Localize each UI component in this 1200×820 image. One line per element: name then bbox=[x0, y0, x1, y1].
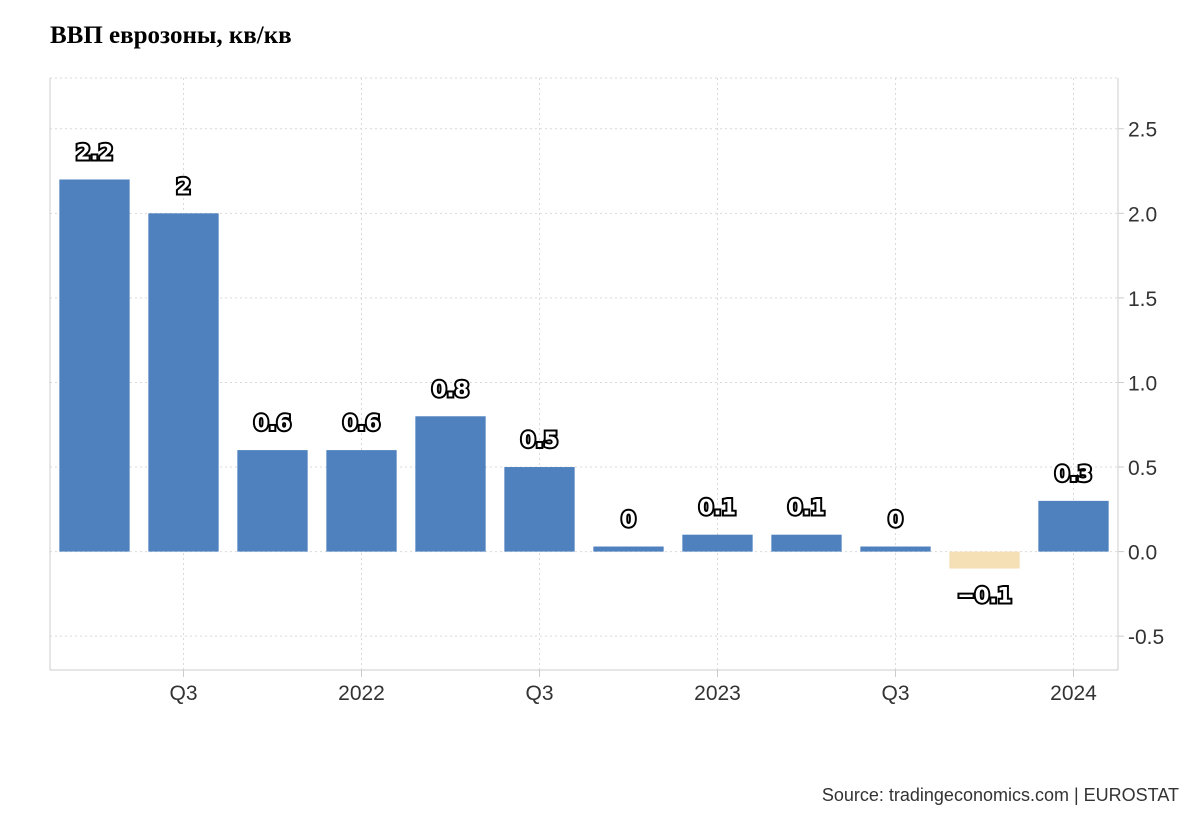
data-label: 2 bbox=[176, 174, 191, 198]
bar bbox=[415, 416, 486, 552]
chart-title: ВВП еврозоны, кв/кв bbox=[50, 22, 292, 49]
y-tick-label: 1.0 bbox=[1128, 372, 1157, 395]
y-tick-label: 0.5 bbox=[1128, 457, 1157, 480]
bar bbox=[682, 534, 753, 552]
source-credit: Source: tradingeconomics.com | EUROSTAT bbox=[821, 785, 1179, 805]
y-tick-label: 0.0 bbox=[1128, 542, 1157, 565]
bar bbox=[148, 213, 219, 552]
x-tick-label: Q3 bbox=[525, 682, 553, 705]
x-tick-label: Q3 bbox=[169, 682, 197, 705]
y-tick-label: 2.0 bbox=[1128, 203, 1157, 226]
data-label: 0.8 bbox=[432, 377, 469, 401]
data-label: 0 bbox=[888, 508, 903, 532]
bar bbox=[860, 546, 931, 552]
data-label: 0.3 bbox=[1055, 462, 1092, 486]
data-label: 0 bbox=[621, 508, 636, 532]
data-label: 0.6 bbox=[254, 411, 291, 435]
bar bbox=[771, 534, 842, 552]
y-tick-label: -0.5 bbox=[1128, 626, 1164, 649]
axis-layer: 2.5 2.0 1.5 1.0 0.5 0.0 -0.5 Q3 2022 Q3 2023 Q3 2024 bbox=[49, 78, 1164, 705]
bar bbox=[237, 450, 308, 552]
x-tick-label: 2023 bbox=[694, 682, 741, 705]
x-tick-label: 2022 bbox=[338, 682, 385, 705]
bar bbox=[1038, 500, 1109, 552]
bar bbox=[326, 450, 397, 552]
bar-chart: 2.5 2.0 1.5 1.0 0.5 0.0 -0.5 Q3 2022 Q3 2023 Q3 2024… bbox=[49, 77, 1164, 705]
bar bbox=[59, 179, 130, 552]
data-label: 0.6 bbox=[343, 411, 380, 435]
y-tick-label: 1.5 bbox=[1128, 288, 1157, 311]
bar bbox=[949, 551, 1020, 569]
data-label: −0.1 bbox=[957, 584, 1012, 608]
grid-layer bbox=[50, 77, 1118, 670]
data-label: 0.1 bbox=[699, 496, 736, 520]
bars-layer bbox=[59, 179, 1109, 569]
data-labels-layer: 2.2 2 0.6 0.6 0.8 0.5 0 0.1 0.1 0 −0.1 0.3 bbox=[74, 138, 1094, 609]
x-tick-label: Q3 bbox=[881, 682, 909, 705]
data-label: 0.5 bbox=[521, 428, 558, 452]
x-tick-label: 2024 bbox=[1050, 682, 1097, 705]
bar bbox=[504, 467, 575, 552]
bar bbox=[593, 546, 664, 552]
data-label: 0.1 bbox=[788, 496, 825, 520]
data-label: 2.2 bbox=[76, 140, 113, 164]
y-tick-label: 2.5 bbox=[1128, 119, 1157, 142]
